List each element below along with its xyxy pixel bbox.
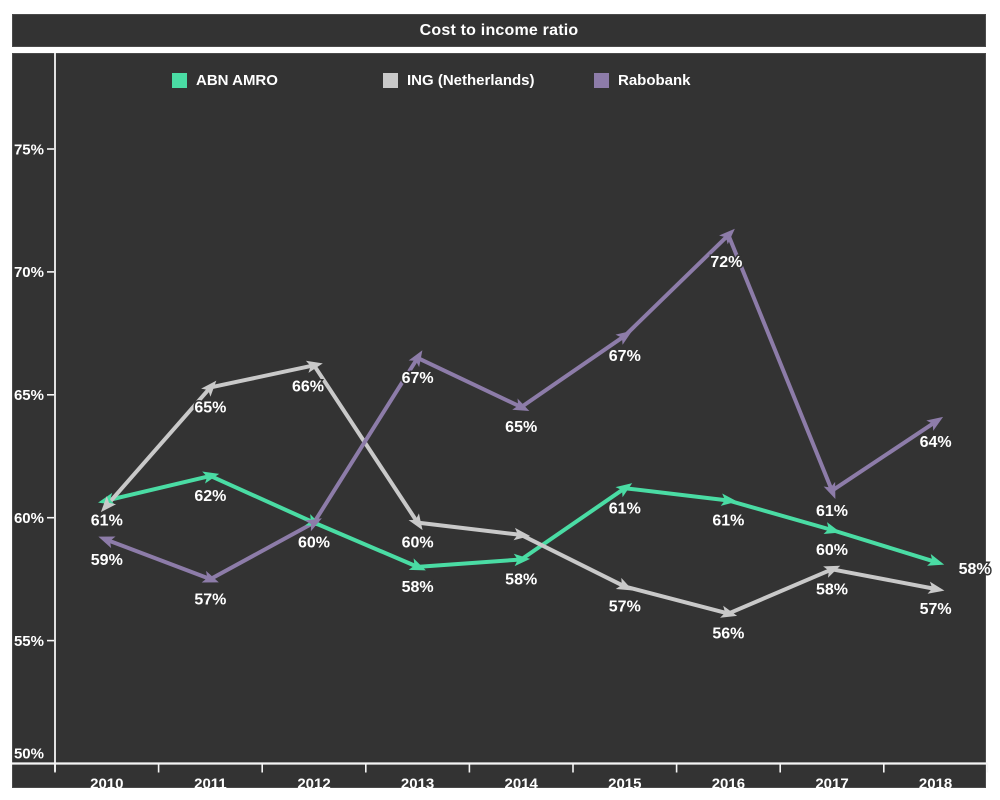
legend-label: Rabobank [618, 71, 691, 89]
legend-item-abn-amro: ABN AMRO [172, 71, 278, 89]
legend-swatch-abn-amro [172, 72, 187, 88]
legend-label: ING (Netherlands) [407, 71, 535, 89]
legend-swatch-rabobank [594, 72, 609, 88]
legend-item-rabobank: Rabobank [594, 71, 691, 89]
legend-swatch-ing-netherlands [383, 72, 398, 88]
legend-label: ABN AMRO [196, 71, 278, 89]
legend-item-ing-netherlands: ING (Netherlands) [383, 71, 535, 89]
chart-title: Cost to income ratio [419, 21, 579, 39]
chart-panel [12, 53, 986, 788]
chart-title-bar: Cost to income ratio [12, 14, 986, 47]
